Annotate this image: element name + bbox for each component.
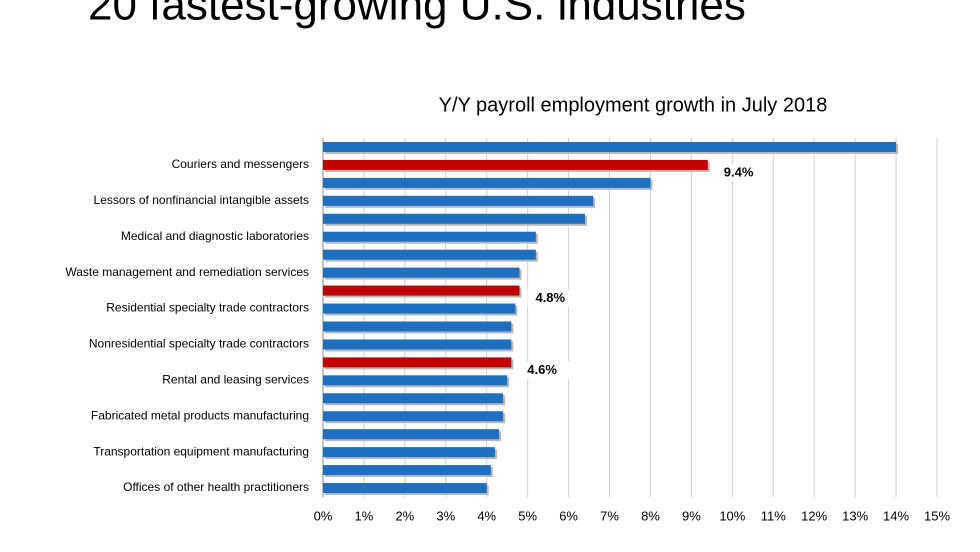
bar [323,285,520,296]
bar [323,177,651,188]
x-tick-label: 5% [518,508,537,523]
value-label-bg [519,361,572,380]
x-tick-label: 0% [314,508,333,523]
value-label: 4.6% [527,362,557,377]
chart-title: Y/Y payroll employment growth in July 20… [439,94,828,116]
category-label: Fabricated metal products manufacturing [91,408,309,422]
bar [323,393,504,404]
x-tick-label: 6% [559,508,578,523]
category-label: Offices of other health practitioners [123,480,309,494]
bar [323,159,708,170]
slide-title: 20 fastest-growing U.S. industries [88,0,746,30]
value-label: 4.8% [535,290,565,305]
category-label: Nonresidential specialty trade contracto… [89,337,309,351]
category-label: Couriers and messengers [172,157,309,171]
bar [323,465,491,476]
value-label-bg [715,163,768,182]
bar [323,195,594,206]
x-tick-label: 13% [842,508,868,523]
category-label: Medical and diagnostic laboratories [121,229,309,243]
value-label-bg [527,289,580,308]
x-tick-label: 4% [477,508,496,523]
x-tick-label: 9% [682,508,701,523]
x-tick-label: 12% [801,508,827,523]
x-tick-label: 11% [761,508,786,523]
bar [323,213,585,224]
x-tick-label: 3% [436,508,455,523]
x-tick-label: 15% [924,508,950,523]
category-label: Transportation equipment manufacturing [93,444,309,458]
category-label: Lessors of nonfinancial intangible asset… [94,193,309,207]
x-tick-label: 7% [600,508,619,523]
bar [323,375,508,386]
bar [323,231,536,242]
category-label: Residential specialty trade contractors [106,301,309,315]
category-label: Rental and leasing services [162,372,309,386]
bar [323,339,512,350]
bar [323,357,512,368]
value-label: 9.4% [724,164,754,179]
bar [323,483,487,494]
bar [323,267,520,278]
x-tick-label: 14% [883,508,909,523]
bar [323,447,495,458]
bar [323,429,500,440]
bar [323,321,512,332]
x-tick-label: 10% [719,508,745,523]
bar [323,411,504,422]
x-tick-label: 8% [641,508,660,523]
bar [323,303,516,314]
category-label: Waste management and remediation service… [65,265,309,279]
bar [323,249,536,260]
x-tick-label: 1% [355,508,374,523]
x-tick-label: 2% [395,508,414,523]
bar [323,141,897,152]
